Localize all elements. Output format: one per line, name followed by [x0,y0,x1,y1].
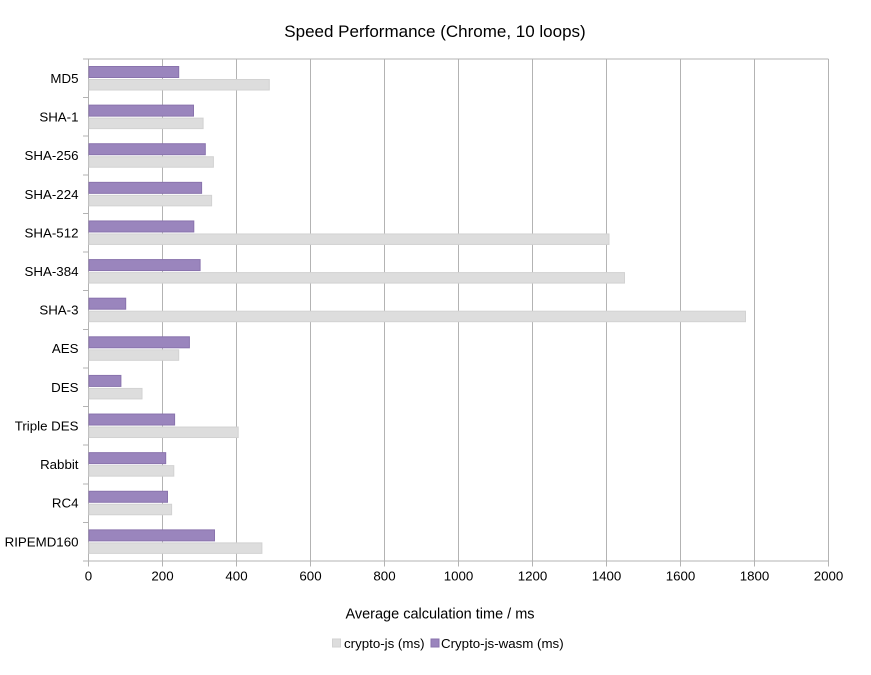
svg-text:AES: AES [52,341,79,356]
svg-text:Speed Performance (Chrome, 10: Speed Performance (Chrome, 10 loops) [284,22,585,41]
svg-text:RC4: RC4 [52,496,79,511]
svg-text:2000: 2000 [814,569,844,584]
svg-text:RIPEMD160: RIPEMD160 [5,534,79,549]
svg-text:Crypto-js-wasm (ms): Crypto-js-wasm (ms) [441,636,564,651]
svg-text:SHA-384: SHA-384 [25,264,79,279]
svg-text:MD5: MD5 [50,71,78,86]
svg-text:400: 400 [225,569,247,584]
svg-text:1600: 1600 [666,569,696,584]
svg-text:Rabbit: Rabbit [40,457,79,472]
svg-text:SHA-1: SHA-1 [39,110,78,125]
svg-text:SHA-224: SHA-224 [25,187,79,202]
svg-text:SHA-3: SHA-3 [39,303,78,318]
svg-text:SHA-256: SHA-256 [25,148,79,163]
svg-text:SHA-512: SHA-512 [25,225,79,240]
svg-text:600: 600 [299,569,321,584]
svg-text:1200: 1200 [518,569,548,584]
svg-text:Average calculation time / ms: Average calculation time / ms [345,607,534,623]
svg-text:200: 200 [151,569,173,584]
svg-text:0: 0 [85,569,92,584]
svg-text:1800: 1800 [740,569,770,584]
svg-text:1000: 1000 [444,569,474,584]
svg-text:1400: 1400 [592,569,622,584]
svg-text:800: 800 [373,569,395,584]
svg-text:DES: DES [51,380,78,395]
svg-text:Triple DES: Triple DES [15,418,79,433]
svg-text:crypto-js (ms): crypto-js (ms) [344,636,425,651]
